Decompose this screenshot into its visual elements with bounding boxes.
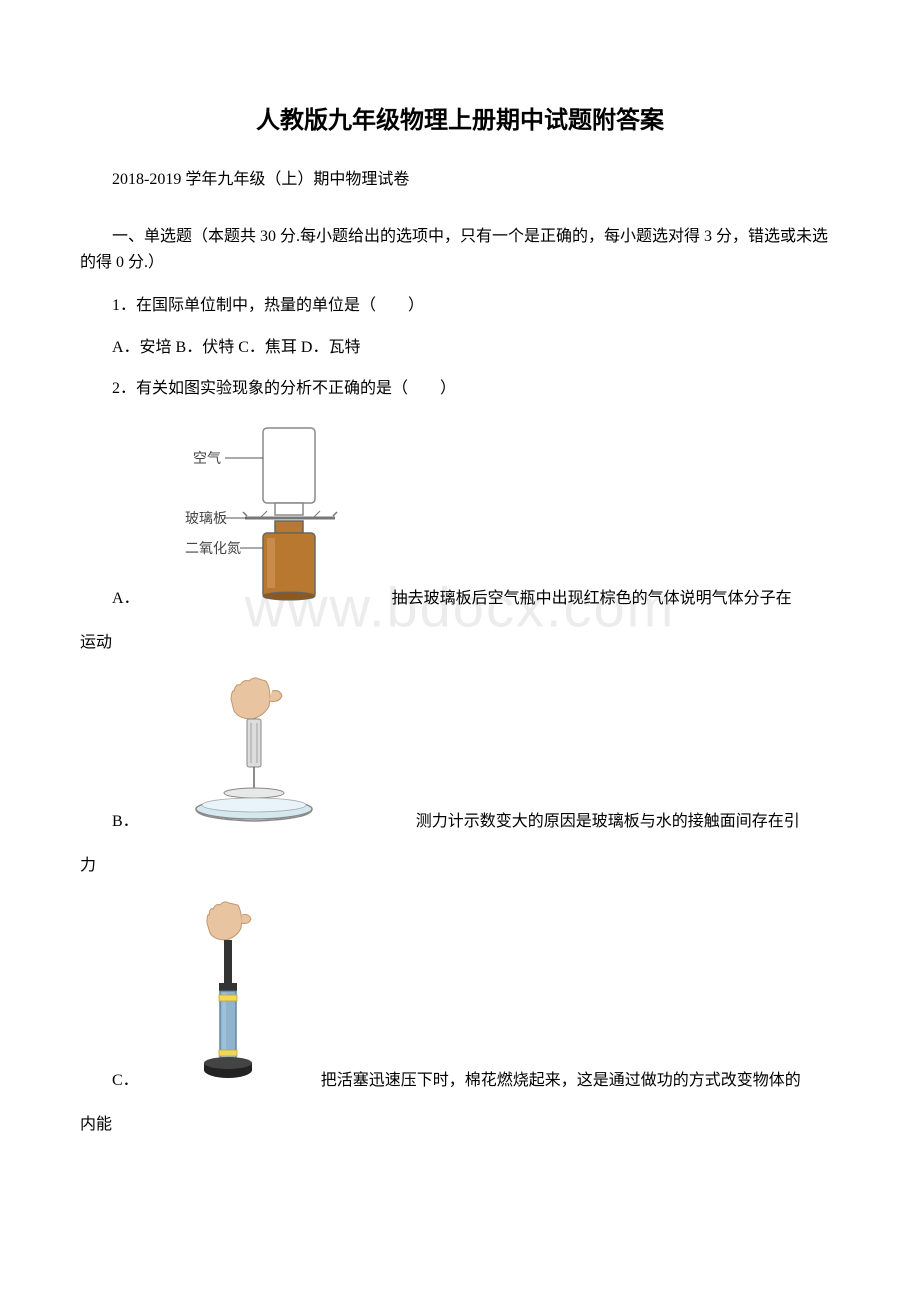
question-2-option-b: B． 测力计示数变大的原因是玻璃板与水的接触面间存在引 <box>80 671 840 837</box>
document-content: 人教版九年级物理上册期中试题附答案 2018-2019 学年九年级（上）期中物理… <box>80 100 840 1137</box>
option-c-continuation: 内能 <box>80 1112 840 1138</box>
option-b-label: B． <box>80 808 139 837</box>
diagram-a-label-glass: 玻璃板 <box>185 510 227 527</box>
question-2-text: 2．有关如图实验现象的分析不正确的是（ ） <box>80 376 840 402</box>
option-a-continuation: 运动 <box>80 630 840 656</box>
diagram-a-label-air: 空气 <box>193 451 221 467</box>
option-b-text: 测力计示数变大的原因是玻璃板与水的接触面间存在引 <box>384 808 840 837</box>
document-title: 人教版九年级物理上册期中试题附答案 <box>80 100 840 135</box>
section-1-header: 一、单选题（本题共 30 分.每小题给出的选项中，只有一个是正确的，每小题选对得… <box>80 224 840 275</box>
diagram-b-spring-scale <box>184 671 379 826</box>
document-subtitle: 2018-2019 学年九年级（上）期中物理试卷 <box>80 165 840 189</box>
diagram-c-container <box>152 895 284 1096</box>
option-c-text: 把活塞迅速压下时，棉花燃烧起来，这是通过做功的方式改变物体的 <box>289 1067 840 1096</box>
option-a-text: 抽去玻璃板后空气瓶中出现红棕色的气体说明气体分子在 <box>360 585 840 614</box>
diagram-b-container <box>152 671 379 837</box>
option-b-continuation: 力 <box>80 853 840 879</box>
question-1-text: 1．在国际单位制中，热量的单位是（ ） <box>80 293 840 319</box>
question-2-option-c: C． 把活塞迅速压下时，棉花燃烧起来， <box>80 895 840 1096</box>
diagram-a-container: 空气 玻璃板 二氧化氮 <box>153 418 355 614</box>
question-2-option-a: A． 空气 玻璃板 <box>80 418 840 614</box>
option-a-label: A． <box>80 585 140 614</box>
diagram-a-bottles: 空气 玻璃板 二氧化氮 <box>185 418 355 603</box>
diagram-c-piston <box>184 895 284 1085</box>
question-1-options: A．安培 B．伏特 C．焦耳 D．瓦特 <box>80 335 840 361</box>
diagram-a-label-no2: 二氧化氮 <box>185 541 241 557</box>
option-c-label: C． <box>80 1067 139 1096</box>
